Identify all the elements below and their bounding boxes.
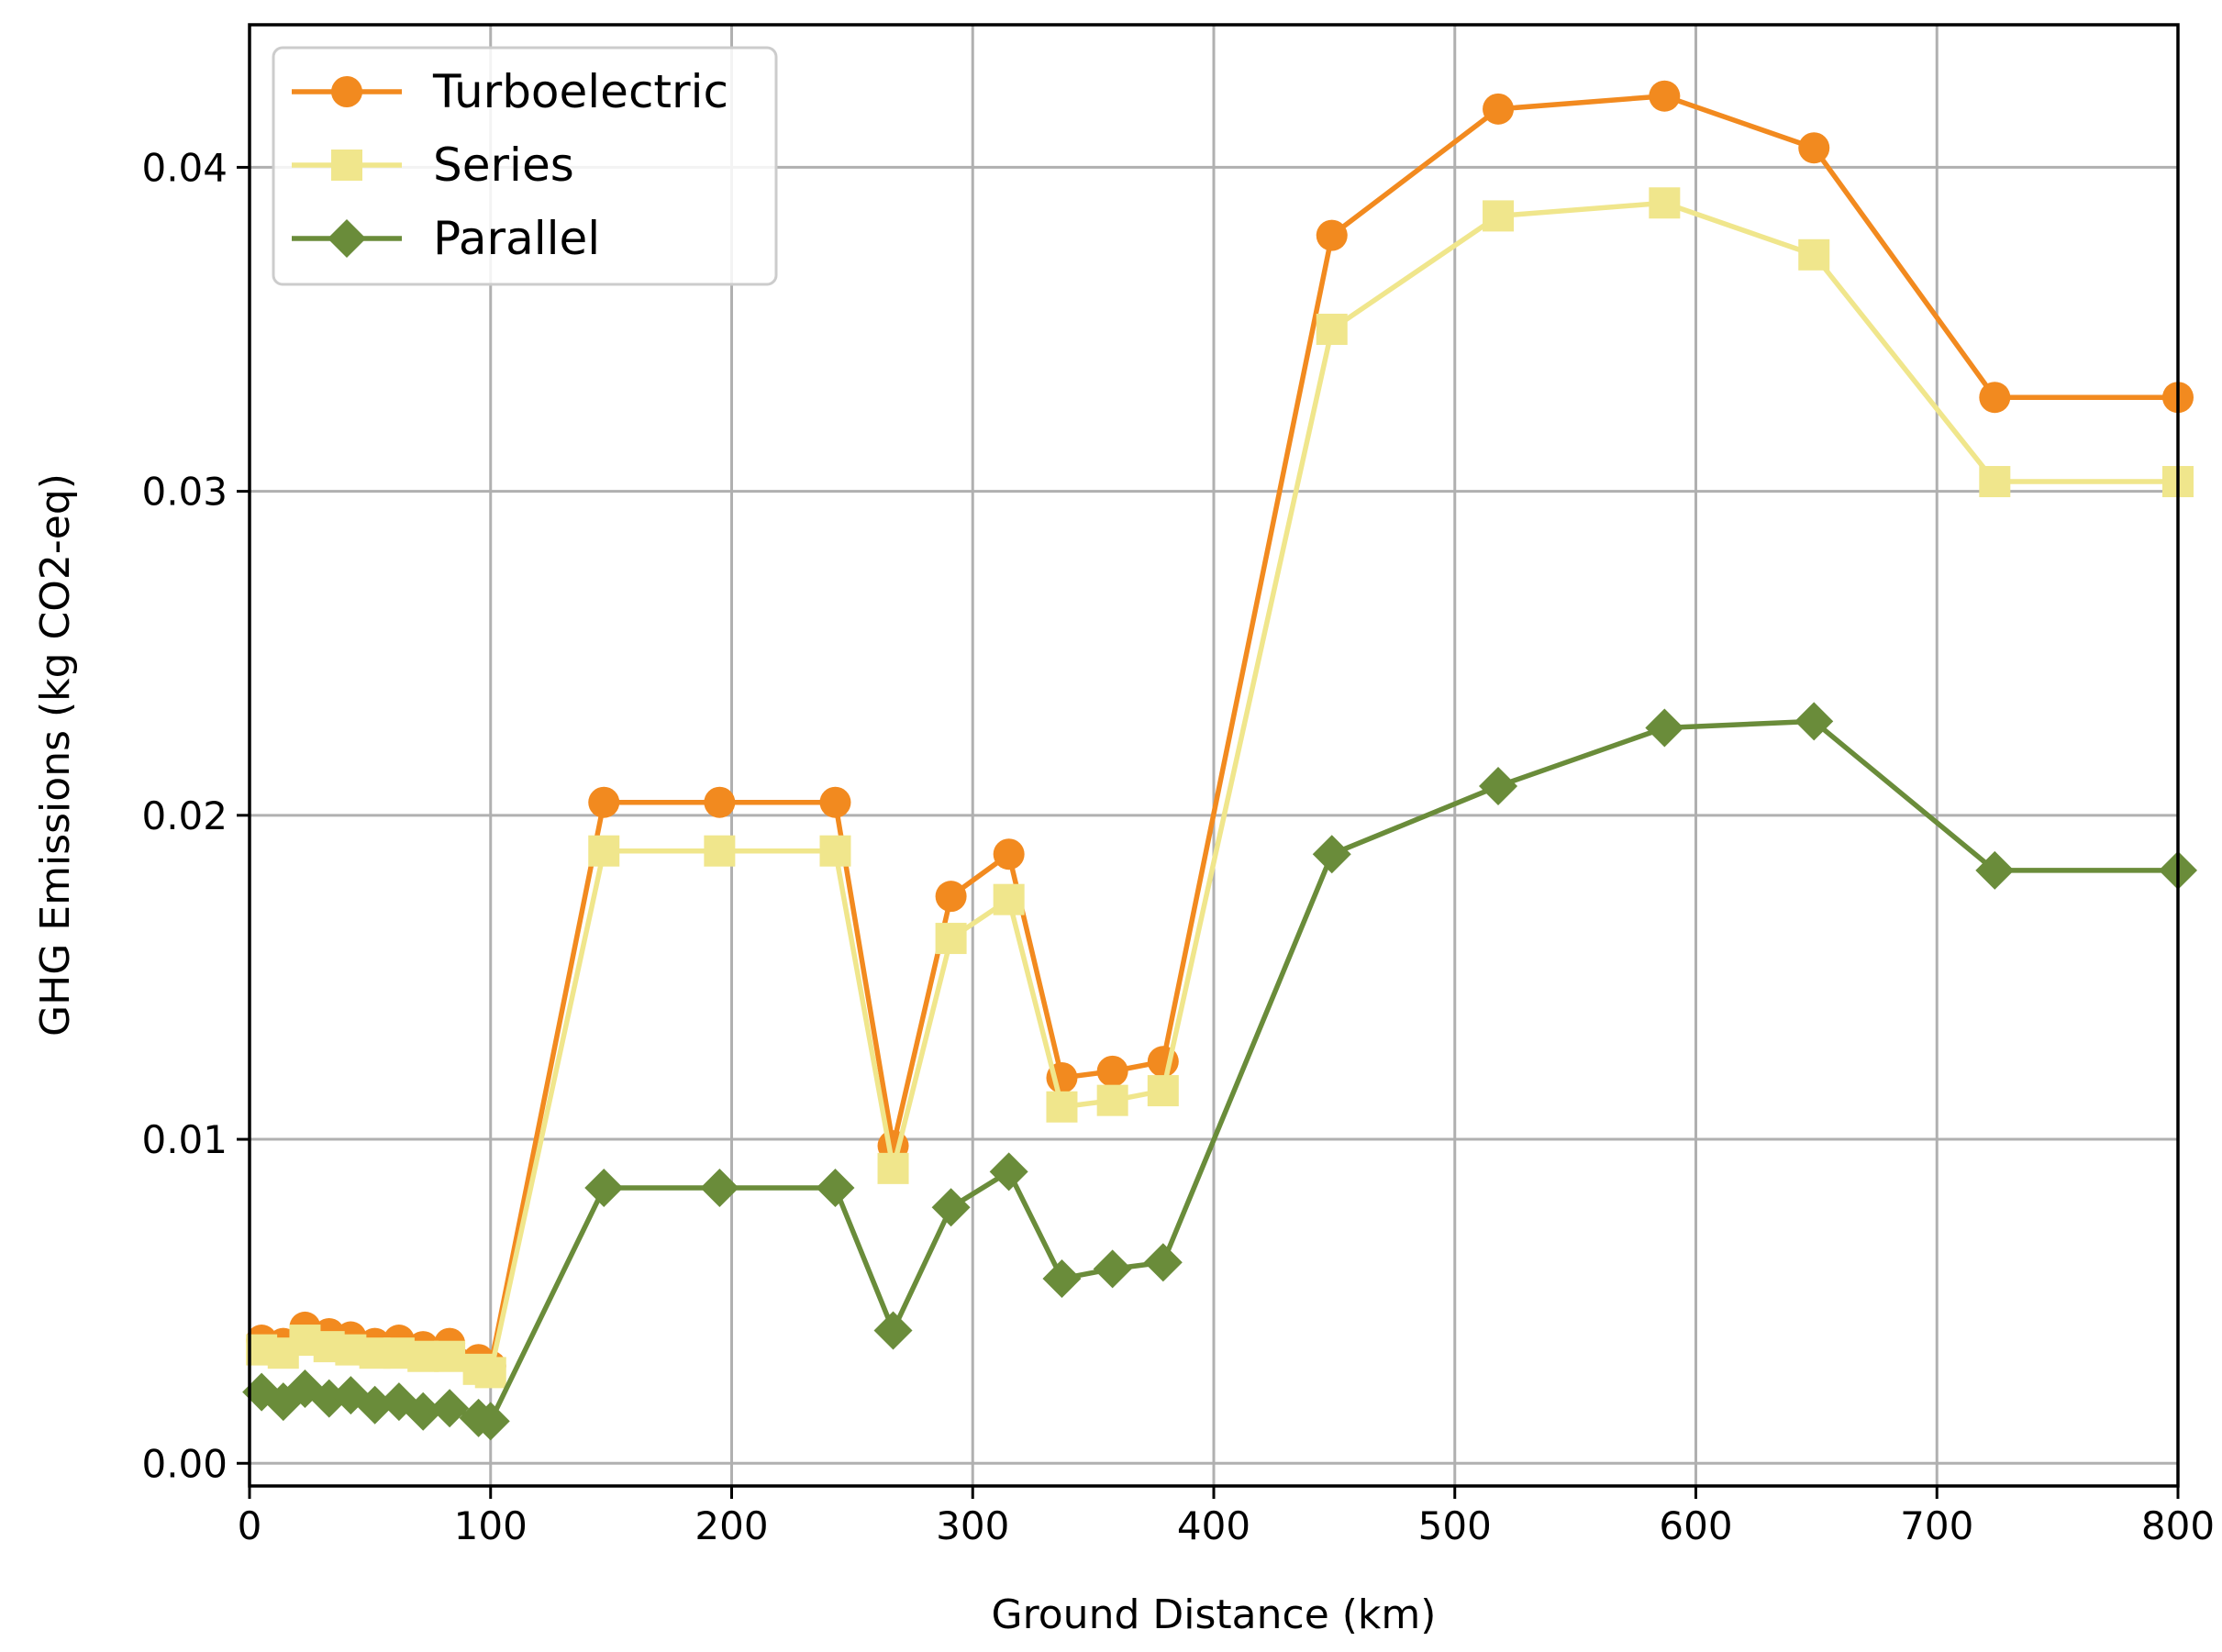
y-tick-label-1: 0.01 [141,1117,228,1162]
data-point-parallel-24 [1975,850,2015,890]
legend-box [272,46,778,286]
data-point-series-21 [1483,200,1515,232]
data-point-parallel-7 [404,1391,443,1431]
data-point-turboelectric-22 [1649,80,1681,112]
x-tick-label-0: 0 [238,1503,262,1548]
data-point-turboelectric-11 [588,786,620,818]
data-point-series-8 [434,1340,466,1372]
y-tick-label-4: 0.04 [141,145,228,190]
data-point-parallel-18 [1093,1249,1132,1289]
data-point-parallel-17 [1042,1258,1082,1298]
legend-label-parallel: Parallel [433,212,600,265]
y-tick-label-3: 0.03 [141,470,228,515]
data-point-turboelectric-16 [993,838,1025,870]
legend-entry-series: Series [292,139,574,192]
data-point-series-18 [1096,1084,1128,1116]
x-axis-label: Ground Distance (km) [992,1591,1437,1638]
data-point-series-17 [1046,1091,1078,1123]
data-point-series-12 [704,835,736,867]
x-tick-label-6: 600 [1659,1503,1732,1548]
legend-swatch-marker-turboelectric [331,76,362,107]
data-point-parallel-22 [1645,708,1684,748]
legend-swatch-marker-series [331,150,362,181]
data-point-parallel-19 [1143,1243,1183,1282]
data-point-series-15 [935,923,967,955]
x-tick-label-1: 100 [454,1503,528,1548]
x-tick-label-5: 500 [1418,1503,1492,1548]
data-point-series-11 [588,835,620,867]
data-point-turboelectric-21 [1483,93,1515,125]
data-point-parallel-8 [430,1389,470,1428]
legend-label-turboelectric: Turboelectric [432,65,728,118]
legend: Turboelectric Series Parallel [272,46,778,286]
legend-entry-turboelectric: Turboelectric [292,65,728,118]
data-point-series-7 [407,1340,439,1372]
data-point-parallel-16 [989,1152,1028,1192]
data-point-parallel-5 [355,1385,394,1425]
x-tick-label-8: 800 [2141,1503,2215,1548]
data-point-series-20 [1316,314,1348,346]
data-point-parallel-12 [700,1169,739,1208]
data-point-series-10 [474,1357,506,1389]
data-point-series-24 [1979,466,2011,498]
data-point-series-19 [1147,1075,1179,1107]
data-point-series-22 [1649,187,1681,219]
data-point-series-13 [819,835,851,867]
data-point-series-23 [1798,238,1830,271]
data-point-series-14 [877,1152,909,1184]
data-point-parallel-21 [1479,767,1518,806]
data-point-turboelectric-18 [1096,1055,1128,1087]
x-tick-label-7: 700 [1900,1503,1973,1548]
data-point-turboelectric-24 [1979,382,2011,414]
data-point-turboelectric-15 [935,881,967,913]
data-point-parallel-10 [471,1402,510,1441]
data-point-parallel-11 [584,1169,624,1208]
legend-label-series: Series [433,139,574,192]
y-tick-label-0: 0.00 [141,1441,228,1486]
x-tick-label-3: 300 [936,1503,1009,1548]
y-axis-label: GHG Emissions (kg CO2-eq) [32,473,79,1037]
data-point-parallel-20 [1312,835,1351,874]
data-point-parallel-13 [816,1169,855,1208]
data-point-parallel-23 [1794,702,1834,741]
axis-ticks: 0 100 200 300 400 500 600 700 800 0.00 0.01 0.02 0.0… [141,145,2215,1548]
y-tick-label-2: 0.02 [141,793,228,838]
series-layer [242,80,2197,1441]
legend-swatch-marker-parallel [328,219,366,258]
series-parallel [242,702,2197,1441]
data-point-series-16 [993,883,1025,915]
x-tick-label-2: 200 [694,1503,768,1548]
legend-entry-parallel: Parallel [292,212,600,265]
data-point-parallel-14 [873,1311,913,1350]
x-tick-label-4: 400 [1177,1503,1250,1548]
data-point-turboelectric-20 [1316,219,1348,251]
data-point-turboelectric-12 [704,786,736,818]
data-point-turboelectric-13 [819,786,851,818]
data-point-parallel-15 [931,1188,971,1227]
data-point-turboelectric-23 [1798,132,1830,164]
